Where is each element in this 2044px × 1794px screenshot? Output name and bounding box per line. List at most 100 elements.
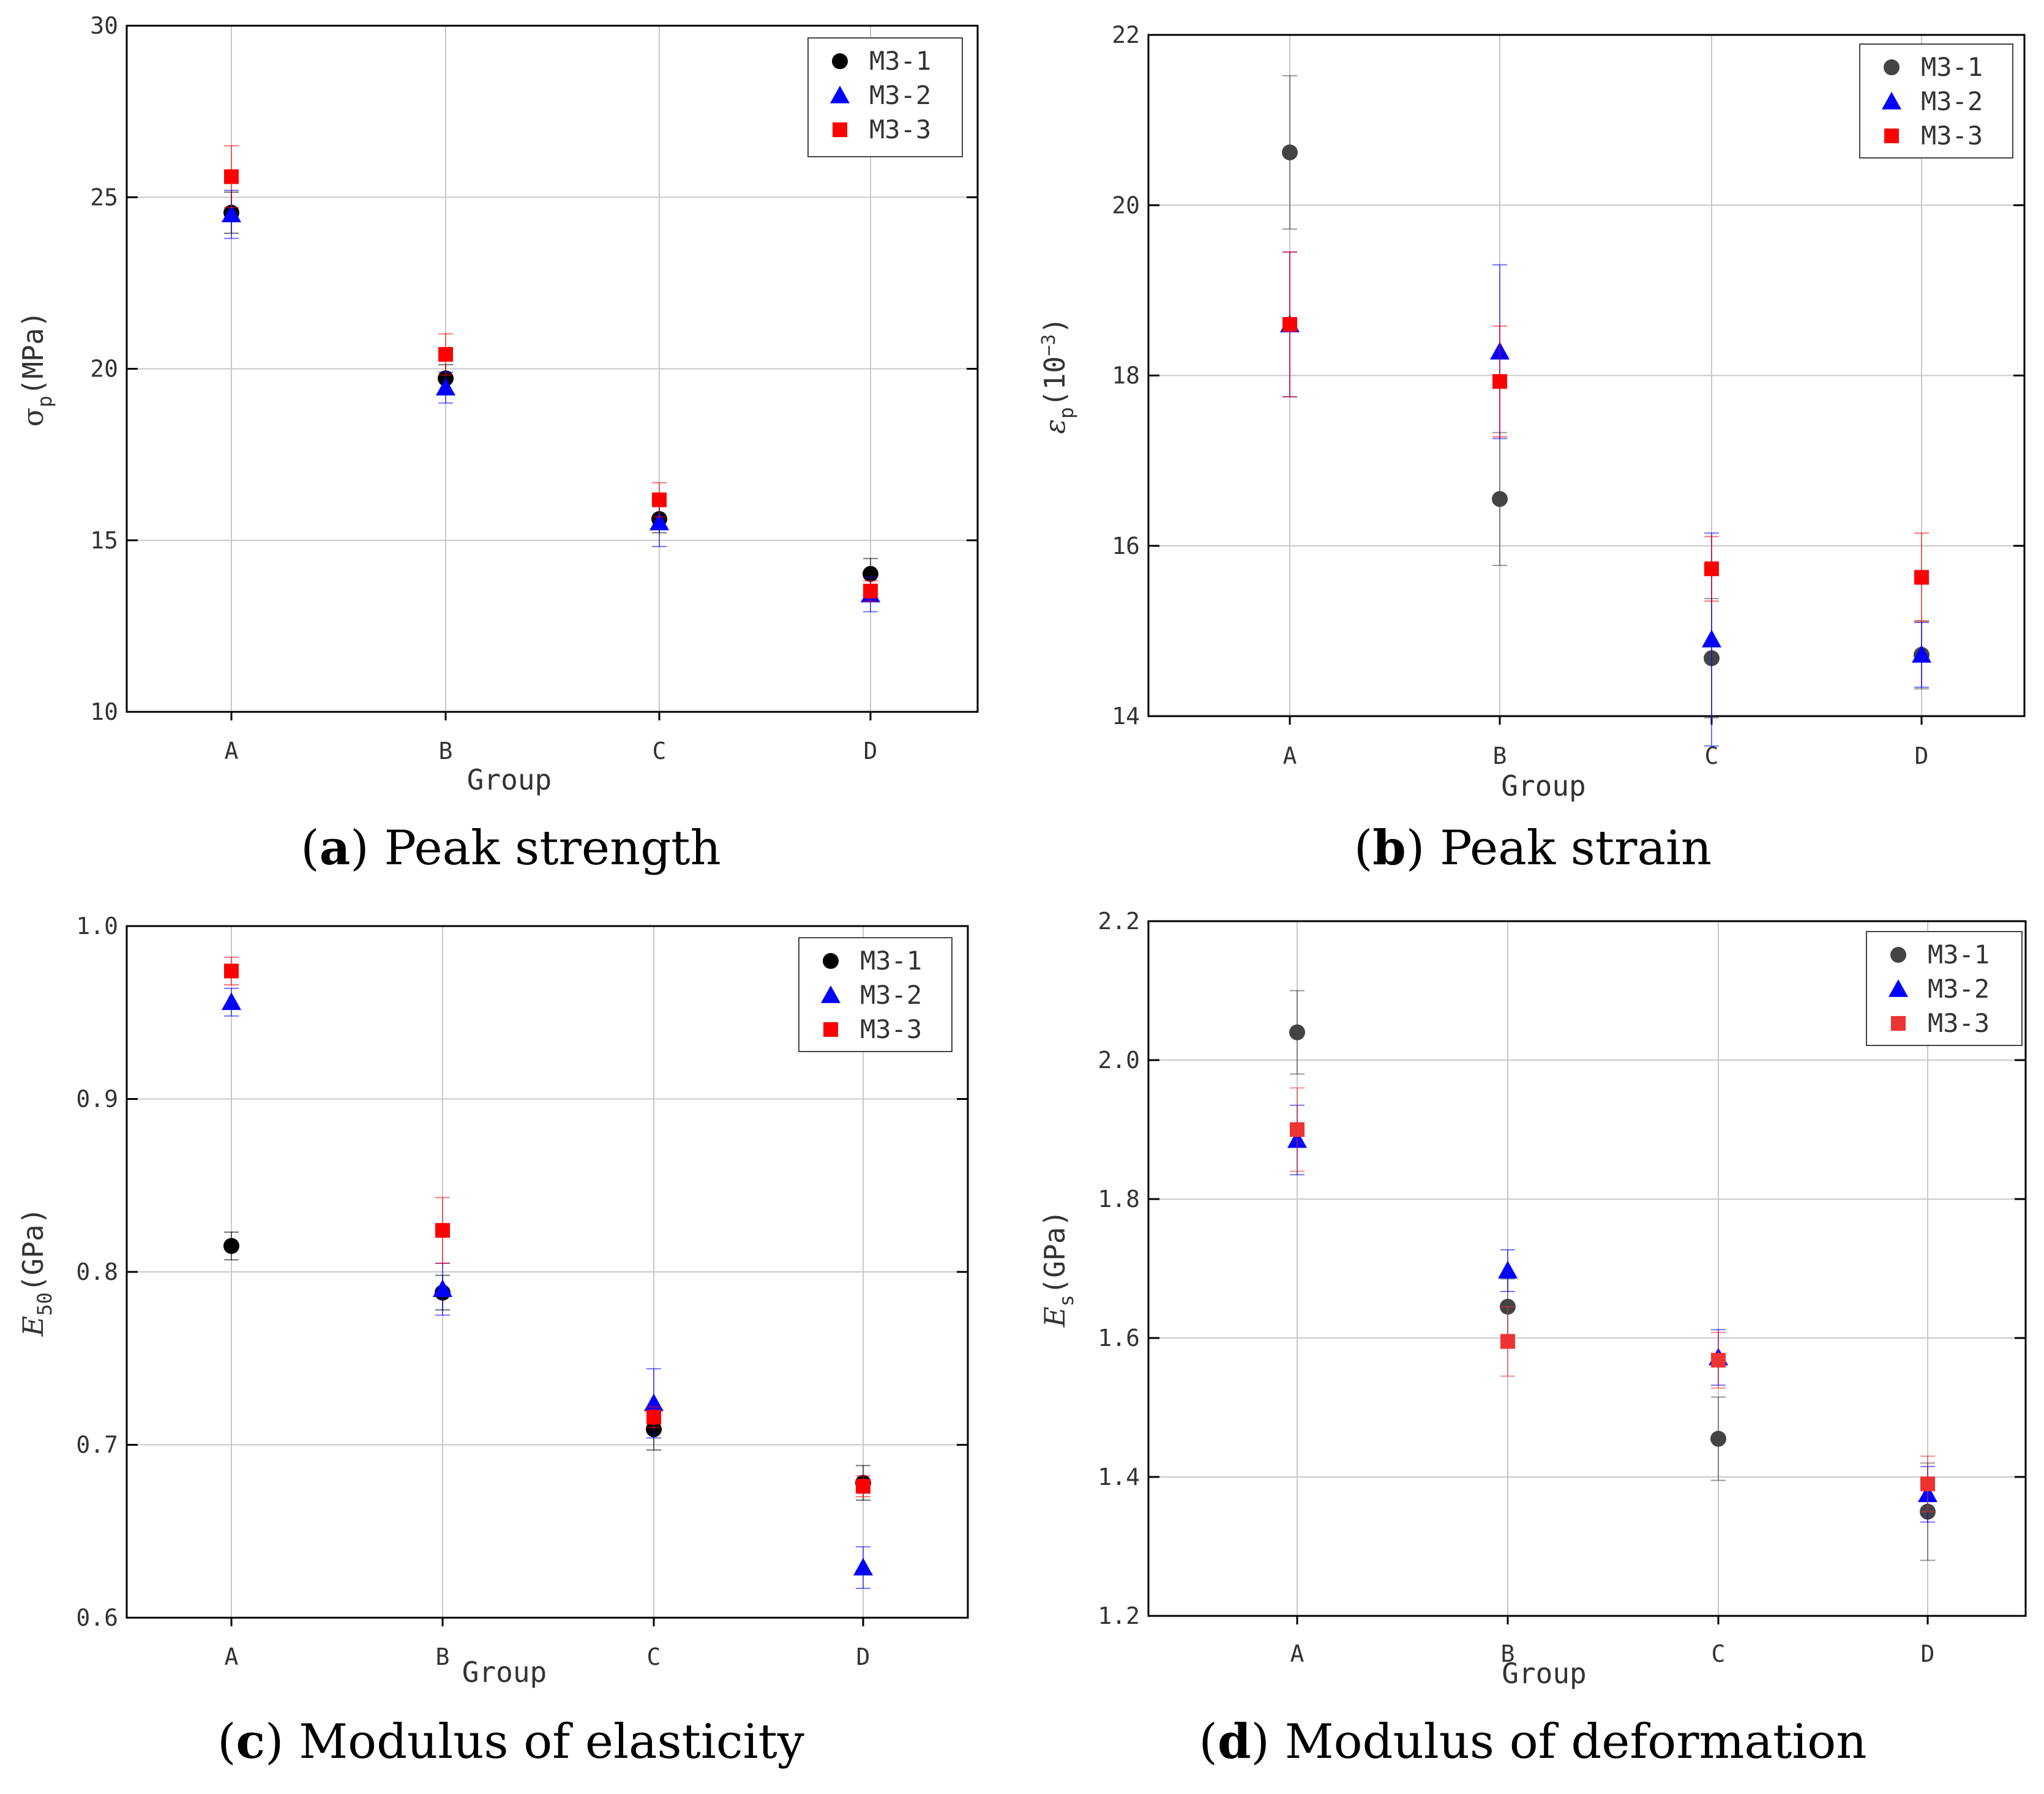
x-tick-label: A bbox=[225, 738, 239, 764]
legend-label-m3-3: M3-3 bbox=[1921, 121, 1983, 151]
data-point-m3-2-d bbox=[1912, 645, 1931, 663]
series-m3-2 bbox=[222, 190, 880, 613]
x-axis-title: Group bbox=[467, 763, 552, 796]
data-point-m3-1-a bbox=[223, 1238, 239, 1254]
legend-marker-m3-3 bbox=[833, 122, 847, 137]
y-axis-symbol: E bbox=[1038, 1307, 1071, 1328]
legend-label-m3-1: M3-1 bbox=[1921, 52, 1983, 82]
y-axis-unit: (10 bbox=[1038, 356, 1071, 407]
y-tick-label: 0.9 bbox=[76, 1086, 118, 1113]
y-tick-label: 0.7 bbox=[76, 1432, 118, 1459]
y-tick-label: 2.2 bbox=[1098, 908, 1140, 935]
legend-marker-m3-1 bbox=[832, 53, 848, 69]
y-tick-label: 1.4 bbox=[1098, 1463, 1140, 1490]
data-point-m3-3-d bbox=[856, 1479, 870, 1494]
legend-marker-m3-1 bbox=[1884, 59, 1900, 75]
data-point-m3-3-b bbox=[1500, 1334, 1515, 1349]
legend-label-m3-3: M3-3 bbox=[869, 114, 931, 144]
data-point-m3-3-a bbox=[1290, 1122, 1305, 1137]
y-tick-label: 30 bbox=[90, 12, 118, 39]
y-axis-unit: (GPa) bbox=[1038, 1210, 1071, 1295]
data-point-m3-3-b bbox=[435, 1223, 450, 1238]
y-tick-label: 15 bbox=[90, 527, 118, 554]
data-point-m3-2-b bbox=[436, 378, 455, 396]
data-point-m3-2-b bbox=[433, 1279, 452, 1298]
legend-label-m3-3: M3-3 bbox=[1928, 1008, 1990, 1038]
y-axis-symbol: E bbox=[17, 1316, 50, 1337]
x-tick-label: D bbox=[856, 1643, 870, 1670]
data-point-m3-1-a bbox=[1282, 144, 1298, 160]
legend-label-m3-2: M3-2 bbox=[1928, 974, 1990, 1004]
y-tick-label: 1.6 bbox=[1098, 1325, 1140, 1351]
y-tick-label: 16 bbox=[1112, 533, 1140, 559]
data-point-m3-3-d bbox=[1920, 1476, 1935, 1492]
y-axis-symbol: ε bbox=[1038, 419, 1071, 434]
data-point-m3-3-a bbox=[224, 963, 239, 979]
data-point-m3-2-c bbox=[1702, 629, 1721, 648]
y-axis-unit: (GPa) bbox=[17, 1208, 50, 1292]
data-point-m3-3-c bbox=[646, 1410, 661, 1425]
y-tick-label: 0.6 bbox=[76, 1604, 118, 1631]
data-point-m3-1-c bbox=[1710, 1430, 1726, 1447]
legend-marker-m3-3 bbox=[823, 1022, 838, 1037]
legend-label-m3-2: M3-2 bbox=[1921, 86, 1983, 116]
series-m3-2 bbox=[1280, 251, 1931, 747]
data-point-m3-3-b bbox=[438, 346, 453, 362]
legend-marker-m3-3 bbox=[1891, 1016, 1906, 1031]
series-m3-2 bbox=[1287, 1104, 1937, 1523]
y-axis-title: εp(10−3) bbox=[1038, 317, 1078, 434]
caption-peak-strength: (a) Peak strength bbox=[301, 820, 721, 876]
legend-marker-m3-2 bbox=[830, 86, 850, 103]
x-tick-label: D bbox=[1915, 742, 1929, 769]
x-tick-label: D bbox=[864, 738, 878, 764]
y-axis-subscript: p bbox=[1055, 407, 1078, 419]
data-point-m3-3-c bbox=[652, 492, 667, 507]
chart-modulus-of-elasticity: 0.6 0.7 0.8 0.9 1.0 A B C D Group E50(GPa) M3-1 M3-2… bbox=[17, 913, 969, 1689]
legend-label-m3-3: M3-3 bbox=[860, 1014, 922, 1044]
data-point-m3-1-b bbox=[1492, 491, 1508, 507]
x-tick-label: C bbox=[1712, 1640, 1726, 1667]
legend-marker-m3-2 bbox=[821, 985, 840, 1003]
legend-label-m3-2: M3-2 bbox=[860, 980, 922, 1010]
plot-frame bbox=[1147, 920, 2027, 1617]
y-axis-unit: (MPa) bbox=[17, 311, 50, 395]
legend-marker-m3-3 bbox=[1884, 129, 1899, 143]
caption-modulus-of-elasticity: (c) Modulus of elasticity bbox=[217, 1714, 804, 1770]
y-axis-symbol: σ bbox=[17, 408, 50, 427]
series-m3-1 bbox=[1282, 75, 1930, 719]
y-tick-label: 25 bbox=[90, 184, 118, 211]
legend-marker-m3-1 bbox=[823, 953, 839, 969]
x-tick-label: B bbox=[439, 738, 453, 764]
x-tick-label: B bbox=[1501, 1640, 1515, 1667]
chart-peak-strain: 14 16 18 20 22 A B C D Group εp(10−3) M3-1 M3-2 M3-3 bbox=[1038, 21, 2026, 802]
y-axis-subscript: 50 bbox=[33, 1292, 56, 1316]
y-tick-label: 20 bbox=[1112, 192, 1140, 219]
x-tick-label: C bbox=[647, 1643, 661, 1670]
legend-label-m3-1: M3-1 bbox=[1928, 940, 1990, 970]
data-point-m3-3-d bbox=[863, 583, 878, 599]
y-axis-title: E50(GPa) bbox=[17, 1208, 56, 1337]
y-tick-label: 18 bbox=[1112, 362, 1140, 389]
data-point-m3-3-a bbox=[224, 169, 239, 184]
data-point-m3-3-c bbox=[1704, 561, 1719, 577]
series-m3-3 bbox=[1282, 251, 1929, 622]
caption-modulus-of-deformation: (d) Modulus of deformation bbox=[1199, 1714, 1867, 1770]
data-point-m3-1-a bbox=[1289, 1024, 1305, 1041]
x-tick-label: C bbox=[1705, 742, 1719, 769]
data-point-m3-2-a bbox=[222, 204, 241, 223]
series-m3-3 bbox=[224, 956, 870, 1498]
y-tick-label: 22 bbox=[1112, 21, 1140, 48]
y-axis-subscript: s bbox=[1055, 1295, 1078, 1306]
legend-label-m3-1: M3-1 bbox=[860, 946, 922, 976]
x-axis-title: Group bbox=[1501, 769, 1585, 802]
chart-peak-strength: 10 15 20 25 30 A B C D Group σp(MPa) M3-1 M3-2 M3-3 bbox=[17, 12, 979, 796]
data-point-m3-3-b bbox=[1492, 374, 1507, 389]
data-point-m3-2-d bbox=[853, 1558, 873, 1575]
y-tick-label: 1.2 bbox=[1098, 1602, 1140, 1629]
data-point-m3-3-d bbox=[1914, 570, 1929, 585]
legend-label-m3-1: M3-1 bbox=[869, 46, 931, 76]
legend-marker-m3-2 bbox=[1882, 92, 1901, 110]
x-axis-title: Group bbox=[1502, 1657, 1586, 1690]
y-axis-superscript: −3 bbox=[1038, 334, 1060, 356]
legend-marker-m3-1 bbox=[1890, 947, 1906, 963]
